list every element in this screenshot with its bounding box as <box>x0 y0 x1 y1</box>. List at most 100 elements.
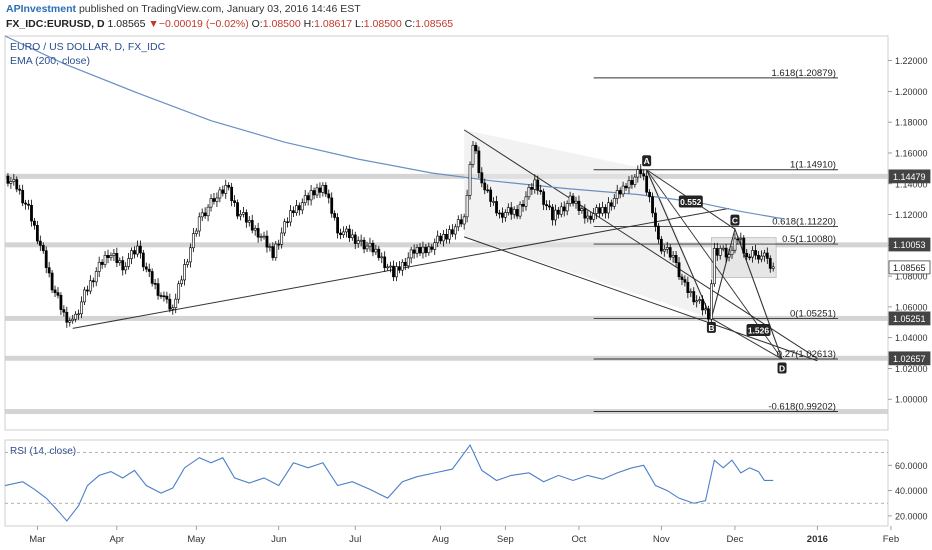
rsi-panel-frame <box>4 439 889 527</box>
candle-body <box>536 179 540 191</box>
candle-body <box>18 188 22 191</box>
candle-body <box>62 309 66 313</box>
x-tick-label: Nov <box>653 534 670 545</box>
candle-body <box>41 245 45 251</box>
candle-body <box>147 268 151 272</box>
pattern-point-badge-C <box>730 214 740 226</box>
publish-line: APInvestment published on TradingView.co… <box>6 3 361 15</box>
candle-body <box>33 220 36 226</box>
candle-body <box>633 176 637 185</box>
candle-body <box>303 195 307 204</box>
close-label: C: <box>404 18 416 30</box>
candle-body <box>315 187 319 196</box>
candle-body <box>595 207 599 214</box>
candle-body <box>318 187 322 193</box>
candle-body <box>253 228 257 231</box>
candle-body <box>712 248 716 285</box>
x-tick-label: Jul <box>349 534 361 545</box>
candle-body <box>256 228 260 238</box>
candle-body <box>186 261 189 265</box>
published-text: published on TradingView.com, January 03… <box>78 3 361 15</box>
candle-body <box>624 185 628 189</box>
open-label: O: <box>251 18 263 30</box>
candle-body <box>230 186 234 201</box>
author-link[interactable]: APInvestment <box>6 3 77 15</box>
chart-header: APInvestment published on TradingView.co… <box>0 0 932 36</box>
candle-body <box>439 235 443 242</box>
candle-body <box>757 255 760 260</box>
ratio-label-1: 1.526 <box>748 325 770 335</box>
candle-body <box>559 206 563 215</box>
candle-body <box>286 221 289 224</box>
sr-zone-0 <box>5 173 888 179</box>
rsi-line <box>4 443 774 522</box>
candle-body <box>97 261 101 272</box>
candle-body <box>171 307 175 310</box>
fib-label-2: 0.618(1.11220) <box>772 217 836 228</box>
candle-body <box>707 308 710 320</box>
candle-body <box>233 200 236 203</box>
candle-body <box>668 247 672 258</box>
candle-body <box>268 246 272 248</box>
candle-body <box>86 289 89 292</box>
candle-body <box>503 212 507 218</box>
candle-body <box>321 184 325 193</box>
candle-body <box>159 295 163 297</box>
candle-body <box>483 182 487 191</box>
candle-body <box>742 237 746 254</box>
pattern-point-label-C: C <box>732 216 738 226</box>
candle-body <box>606 202 610 214</box>
candle-body <box>377 248 381 258</box>
candle-body <box>609 202 613 207</box>
candle-body <box>277 243 281 246</box>
candle-body <box>709 283 713 320</box>
candle-body <box>554 209 557 221</box>
candle-body <box>283 221 287 234</box>
candle-body <box>509 207 513 215</box>
fib-label-5: 0.27(1.02613) <box>777 349 836 360</box>
candle-body <box>689 291 693 293</box>
close-value: 1.08565 <box>415 18 454 30</box>
fib-label-6: -0.618(0.99202) <box>768 402 836 413</box>
candle-body <box>165 295 169 300</box>
candle-body <box>592 213 596 220</box>
price-change: −0.00019 (−0.02%) <box>158 18 249 30</box>
candle-body <box>521 203 525 207</box>
candle-body <box>589 215 593 220</box>
candle-body <box>247 220 251 223</box>
price-badge-4 <box>888 351 931 366</box>
candle-body <box>309 190 313 201</box>
candle-body <box>15 179 19 190</box>
candle-body <box>177 283 181 300</box>
candle-body <box>489 189 493 202</box>
candle-body <box>704 308 707 311</box>
candle-body <box>630 180 634 185</box>
candle-body <box>409 249 413 259</box>
pattern-point-label-D: D <box>779 364 785 374</box>
candle-body <box>751 250 755 258</box>
fib-label-0: 1.618(1.20879) <box>772 68 836 79</box>
open-value: 1.08500 <box>262 18 301 30</box>
candle-body <box>259 236 263 238</box>
candle-body <box>730 249 734 255</box>
y-tick-label: 1.06000 <box>895 302 928 312</box>
candle-body <box>189 247 192 263</box>
y-tick-label: 1.12000 <box>895 210 928 220</box>
x-tick-label: Feb <box>883 534 899 545</box>
candle-body <box>715 248 719 256</box>
candle-body <box>336 217 339 234</box>
candle-body <box>280 232 284 245</box>
candle-body <box>227 184 231 188</box>
candle-body <box>144 266 148 270</box>
candle-body <box>244 212 248 223</box>
candle-body <box>760 255 763 260</box>
candle-body <box>339 232 342 236</box>
candle-body <box>389 265 392 268</box>
x-tick-label: Oct <box>572 534 587 545</box>
high-value: 1.08617 <box>314 18 353 30</box>
candle-body <box>44 250 48 268</box>
sr-zone-2 <box>5 315 888 321</box>
candle-body <box>718 248 722 256</box>
candle-body <box>486 189 490 192</box>
